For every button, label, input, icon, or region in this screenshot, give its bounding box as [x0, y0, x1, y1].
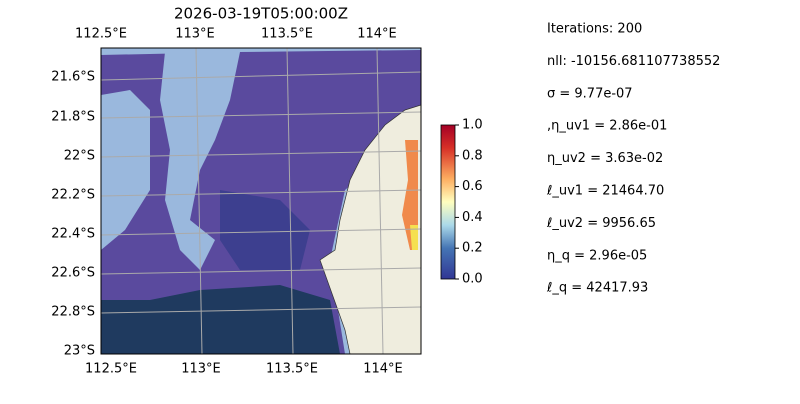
- stats: Iterations: 200 nll: -10156.681107738552 σ…: [546, 22, 720, 296]
- stat-line: ℓ_q = 42417.93: [546, 281, 648, 296]
- lon-label: 113°E: [175, 27, 215, 42]
- lat-label: 22°S: [64, 149, 95, 164]
- lat-label: 22.4°S: [51, 227, 95, 242]
- colorbar: [440, 124, 456, 280]
- map: [101, 48, 421, 354]
- stat-line: η_q = 2.96e-05: [547, 248, 647, 263]
- lat-label: 21.8°S: [51, 110, 95, 125]
- map-title: 2026-03-19T05:00:00Z: [174, 5, 348, 23]
- lon-label: 113.5°E: [261, 27, 313, 42]
- lon-label: 114°E: [357, 27, 397, 42]
- lon-label: 112.5°E: [85, 362, 137, 377]
- lat-label: 22.8°S: [51, 305, 95, 320]
- stat-line: nll: -10156.681107738552: [547, 54, 720, 69]
- stat-line: ℓ_uv1 = 21464.70: [546, 184, 664, 199]
- lat-label: 22.2°S: [51, 188, 95, 203]
- map-frame: [100, 47, 422, 355]
- colorbar-tick-label: 0.0: [462, 272, 483, 287]
- stat-line: σ = 9.77e-07: [547, 86, 633, 101]
- stat-line: η_uv2 = 3.63e-02: [547, 151, 663, 166]
- stat-line: ,η_uv1 = 2.86e-01: [547, 119, 667, 134]
- map-labels: 112.5°E 113°E 113.5°E 114°E 112.5°E 113°E 113.…: [51, 27, 402, 377]
- lon-label: 113.5°E: [266, 362, 318, 377]
- lat-label: 21.6°S: [51, 70, 95, 85]
- lon-label: 113°E: [181, 362, 221, 377]
- lon-label: 114°E: [363, 362, 403, 377]
- stat-line: Iterations: 200: [547, 22, 642, 37]
- lat-label: 22.6°S: [51, 266, 95, 281]
- lat-label: 23°S: [64, 344, 95, 359]
- colorbar-tick-label: 0.8: [462, 148, 483, 163]
- colorbar-tick-label: 0.2: [462, 241, 483, 256]
- colorbar-tick-label: 0.6: [462, 179, 483, 194]
- lon-label: 112.5°E: [75, 27, 127, 42]
- colorbar-tick-label: 1.0: [462, 118, 483, 133]
- stat-line: ℓ_uv2 = 9956.65: [546, 216, 656, 231]
- colorbar-tick-label: 0.4: [462, 210, 483, 225]
